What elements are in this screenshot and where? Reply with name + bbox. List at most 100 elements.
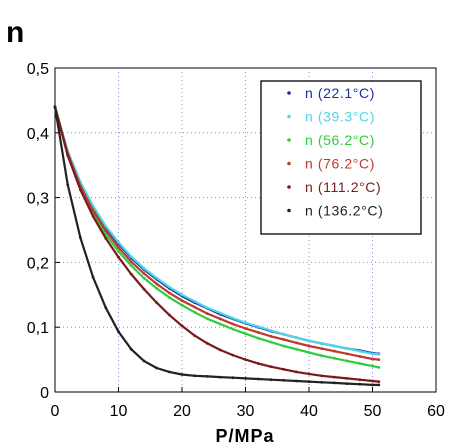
data-point [129, 255, 133, 258]
data-point [282, 344, 285, 348]
data-point [269, 378, 273, 382]
data-point [358, 378, 362, 382]
series-group [53, 105, 381, 387]
data-point [294, 336, 298, 339]
data-point [307, 380, 311, 383]
data-point [206, 306, 209, 310]
data-point [231, 353, 235, 357]
data-point [256, 362, 260, 365]
data-point [282, 332, 285, 336]
x-tick-label: 60 [427, 403, 445, 420]
data-point [117, 330, 120, 334]
data-point [320, 374, 324, 378]
data-point [269, 329, 273, 332]
x-tick-label: 20 [173, 403, 191, 420]
data-point [66, 183, 70, 187]
data-point [256, 325, 260, 328]
legend-label: n (56.2°C) [305, 132, 375, 148]
data-point [333, 349, 336, 353]
data-point [180, 299, 184, 302]
legend: n (22.1°C) n (39.3°C) n (56.2°C) n (76.2°C)… [260, 80, 422, 235]
x-tick-label: 40 [300, 403, 318, 420]
legend-marker [287, 161, 291, 166]
data-point [269, 365, 273, 369]
data-point [129, 260, 133, 264]
legend-label: n (39.3°C) [305, 109, 375, 125]
legend-label: n (76.2°C) [305, 156, 375, 172]
data-point [206, 375, 209, 378]
data-point [244, 321, 247, 325]
x-axis-label: P/MPa [215, 426, 274, 446]
data-point [155, 366, 159, 370]
data-point [345, 352, 349, 356]
data-point [333, 356, 336, 360]
data-point [244, 377, 247, 380]
series-3 [53, 105, 381, 369]
data-point [294, 347, 298, 351]
data-point [206, 317, 209, 321]
data-point [180, 303, 184, 307]
data-point [129, 347, 133, 351]
data-point [371, 364, 374, 368]
data-point [294, 379, 298, 383]
data-point [294, 341, 298, 345]
data-point [377, 380, 381, 383]
data-point [320, 347, 324, 350]
data-point [307, 339, 311, 343]
axes: 0 10 20 30 40 50 60 0 0,1 0,2 0,3 0,4 0,5 [27, 61, 445, 420]
legend-marker [287, 185, 291, 189]
series-6 [53, 105, 381, 387]
data-point [377, 383, 381, 387]
legend-marker [287, 114, 291, 119]
data-point [193, 305, 197, 309]
data-point [117, 255, 120, 259]
data-point [244, 332, 247, 336]
data-point [129, 272, 133, 276]
data-point [333, 344, 336, 348]
data-point [104, 306, 108, 310]
data-point [269, 334, 273, 338]
data-point [117, 246, 120, 249]
data-point [358, 382, 362, 386]
data-point [79, 188, 82, 192]
legend-marker [287, 91, 291, 95]
data-point [371, 352, 374, 356]
y-tick-label: 0,1 [27, 320, 49, 337]
data-point [320, 342, 324, 345]
data-point [333, 375, 336, 379]
data-point [256, 336, 260, 340]
data-point [167, 285, 171, 289]
data-point [231, 376, 235, 380]
data-point [307, 372, 311, 376]
data-point [282, 338, 285, 341]
data-point [282, 367, 285, 371]
data-point [53, 105, 57, 109]
data-point [193, 299, 197, 303]
data-point [142, 287, 146, 291]
series-5 [53, 105, 381, 383]
data-point [117, 250, 120, 253]
data-point [307, 351, 311, 354]
data-point [193, 334, 197, 337]
data-point [218, 348, 222, 352]
data-point [333, 381, 336, 385]
x-tick-label: 30 [237, 403, 255, 420]
data-point [358, 355, 362, 358]
data-point [358, 349, 362, 353]
data-point [167, 370, 171, 374]
legend-marker [287, 138, 291, 142]
legend-marker [287, 208, 291, 213]
data-point [180, 293, 184, 297]
data-point [155, 286, 159, 290]
data-point [206, 312, 209, 315]
x-tick-label: 10 [110, 403, 128, 420]
data-point [193, 310, 197, 314]
data-point [155, 301, 159, 304]
data-point [218, 375, 222, 379]
y-tick-label: 0,2 [27, 255, 49, 272]
y-tick-label: 0,5 [27, 61, 49, 78]
data-point [142, 266, 146, 270]
data-point [155, 276, 159, 280]
data-point [104, 237, 108, 240]
data-point [218, 322, 222, 326]
